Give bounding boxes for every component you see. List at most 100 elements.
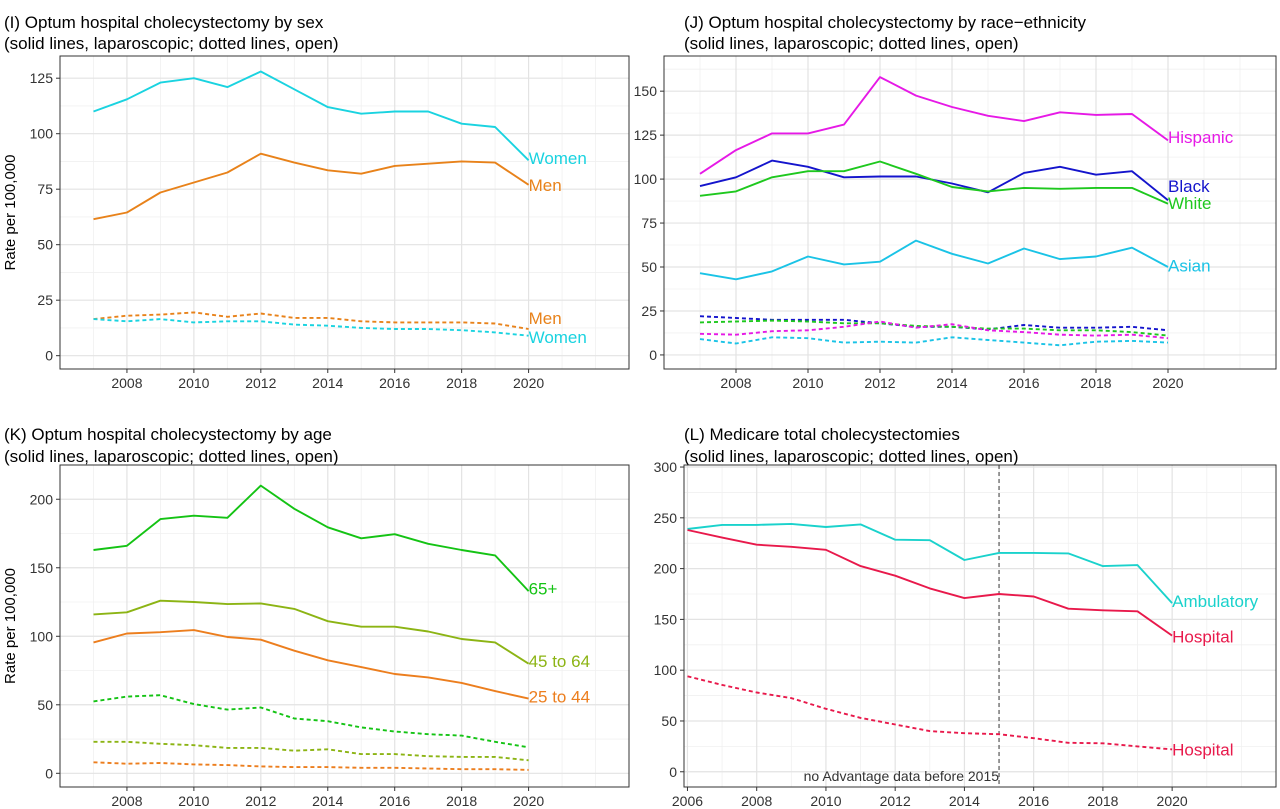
x-tick-label: 2008 xyxy=(111,793,142,809)
x-tick-label: 2018 xyxy=(1080,375,1111,391)
x-tick-label: 2010 xyxy=(810,793,841,809)
series-label: Hispanic xyxy=(1168,128,1234,147)
y-tick-label: 25 xyxy=(641,303,657,319)
x-tick-label: 2012 xyxy=(880,793,911,809)
x-tick-label: 2018 xyxy=(1087,793,1118,809)
plot-area xyxy=(684,465,1276,787)
y-tick-label: 150 xyxy=(634,83,658,99)
series-line-45-to-64-dotted xyxy=(93,740,529,762)
x-tick-label: 2018 xyxy=(446,375,477,391)
x-tick-label: 2016 xyxy=(1008,375,1039,391)
x-tick-label: 2010 xyxy=(178,793,209,809)
series-label: Women xyxy=(529,149,587,168)
series-line-men-dotted xyxy=(93,311,529,330)
y-tick-label: 150 xyxy=(654,611,678,627)
panel-subtitle: (solid lines, laparoscopic; dotted lines… xyxy=(684,447,1019,466)
panel-J: (J) Optum hospital cholecystectomy by ra… xyxy=(634,13,1277,391)
series-label: Ambulatory xyxy=(1172,592,1258,611)
panel-title: (L) Medicare total cholecystectomies xyxy=(684,425,960,444)
panel-L: (L) Medicare total cholecystectomies (sol… xyxy=(654,425,1277,809)
series-line-hispanic-dotted xyxy=(699,320,1169,340)
x-tick-label: 2020 xyxy=(1152,375,1183,391)
y-tick-label: 50 xyxy=(661,713,677,729)
y-axis-label: Rate per 100,000 xyxy=(2,155,19,271)
x-tick-label: 2018 xyxy=(446,793,477,809)
x-tick-label: 2010 xyxy=(792,375,823,391)
panel-border xyxy=(59,464,630,788)
panel-subtitle: (solid lines, laparoscopic; dotted lines… xyxy=(684,34,1019,53)
panel-border xyxy=(683,464,1277,788)
y-tick-label: 200 xyxy=(30,491,54,507)
series-line-45-to-64-solid xyxy=(93,599,530,665)
y-tick-label: 100 xyxy=(30,628,54,644)
x-tick-label: 2012 xyxy=(864,375,895,391)
y-tick-label: 0 xyxy=(45,765,53,781)
x-tick-label: 2016 xyxy=(1018,793,1049,809)
y-tick-label: 25 xyxy=(37,292,53,308)
panel-subtitle: (solid lines, laparoscopic; dotted lines… xyxy=(4,34,339,53)
y-tick-label: 50 xyxy=(37,697,53,713)
series-line-white-solid xyxy=(699,160,1169,205)
x-tick-label: 2014 xyxy=(936,375,967,391)
x-tick-label: 2014 xyxy=(949,793,980,809)
y-tick-label: 75 xyxy=(37,181,53,197)
series-line-women-dotted xyxy=(93,318,529,337)
series-line-hispanic-solid xyxy=(699,76,1169,175)
series-label: 25 to 44 xyxy=(529,688,590,707)
series-line-ambulatory-solid xyxy=(687,522,1173,604)
series-line-65--solid xyxy=(93,484,530,592)
series-line-white-dotted xyxy=(699,319,1169,337)
series-label: 65+ xyxy=(529,579,558,598)
panel-K: (K) Optum hospital cholecystectomy by ag… xyxy=(2,425,630,809)
x-tick-label: 2012 xyxy=(245,375,276,391)
y-tick-label: 0 xyxy=(649,347,657,363)
y-tick-label: 200 xyxy=(654,561,678,577)
x-tick-label: 2014 xyxy=(312,375,343,391)
x-tick-label: 2012 xyxy=(245,793,276,809)
series-line-25-to-44-dotted xyxy=(93,761,529,771)
y-tick-label: 100 xyxy=(30,126,54,142)
series-line-hospital-dotted xyxy=(687,675,1173,751)
series-line-25-to-44-solid xyxy=(93,629,529,700)
panel-title: (K) Optum hospital cholecystectomy by ag… xyxy=(4,425,332,444)
panel-border xyxy=(663,55,1277,370)
series-label: Men xyxy=(529,309,562,328)
y-tick-label: 125 xyxy=(30,70,54,86)
series-label: Asian xyxy=(1168,256,1211,275)
x-tick-label: 2010 xyxy=(178,375,209,391)
series-label: White xyxy=(1168,194,1211,213)
y-axis-label: Rate per 100,000 xyxy=(2,568,19,684)
panel-subtitle: (solid lines, laparoscopic; dotted lines… xyxy=(4,447,339,466)
y-tick-label: 0 xyxy=(669,764,677,780)
series-line-asian-dotted xyxy=(699,336,1169,347)
series-line-65--dotted xyxy=(93,694,529,749)
y-tick-label: 125 xyxy=(634,127,658,143)
series-line-hospital-solid xyxy=(687,529,1173,637)
x-tick-label: 2016 xyxy=(379,793,410,809)
reference-line-label: no Advantage data before 2015 xyxy=(804,768,1000,784)
y-tick-label: 100 xyxy=(654,662,678,678)
y-tick-label: 300 xyxy=(654,459,678,475)
x-tick-label: 2006 xyxy=(672,793,703,809)
x-tick-label: 2008 xyxy=(111,375,142,391)
y-tick-label: 50 xyxy=(37,237,53,253)
y-tick-label: 250 xyxy=(654,510,678,526)
panel-border xyxy=(59,55,630,370)
x-tick-label: 2020 xyxy=(513,375,544,391)
x-tick-label: 2014 xyxy=(312,793,343,809)
panel-I: (I) Optum hospital cholecystectomy by se… xyxy=(2,13,630,391)
x-tick-label: 2016 xyxy=(379,375,410,391)
y-tick-label: 150 xyxy=(30,560,54,576)
plot-area xyxy=(664,56,1276,369)
series-line-asian-solid xyxy=(699,239,1169,281)
series-label: Hospital xyxy=(1172,628,1233,647)
plot-area xyxy=(60,465,629,787)
series-line-women-solid xyxy=(93,70,530,161)
series-label: Hospital xyxy=(1172,740,1233,759)
x-tick-label: 2020 xyxy=(1157,793,1188,809)
y-tick-label: 100 xyxy=(634,171,658,187)
panel-title: (J) Optum hospital cholecystectomy by ra… xyxy=(684,13,1087,32)
panel-title: (I) Optum hospital cholecystectomy by se… xyxy=(4,13,324,32)
series-label: Women xyxy=(529,328,587,347)
